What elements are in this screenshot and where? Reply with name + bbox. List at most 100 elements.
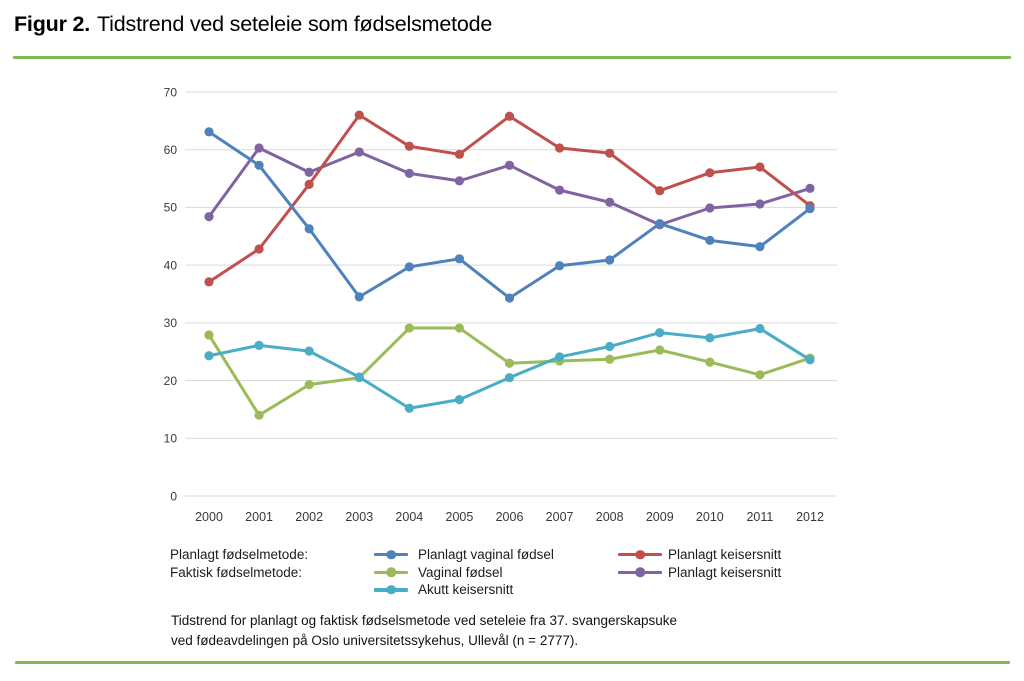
legend-item-label: Planlagt vaginal fødsel bbox=[418, 547, 554, 563]
series-marker-1 bbox=[204, 277, 214, 287]
legend-group-label-planlagt: Planlagt fødselmetode: bbox=[170, 547, 309, 562]
legend-item: Planlagt keisersnitt bbox=[618, 564, 781, 582]
series-marker-2 bbox=[454, 323, 465, 333]
series-marker-0 bbox=[204, 127, 214, 137]
figure-number-label: Figur 2. bbox=[14, 12, 91, 36]
x-tick-label: 2005 bbox=[446, 510, 474, 524]
x-tick-label: 2000 bbox=[195, 510, 223, 524]
series-marker-3 bbox=[304, 167, 314, 177]
series-marker-1 bbox=[705, 168, 715, 178]
series-marker-0 bbox=[605, 255, 615, 265]
series-marker-1 bbox=[655, 186, 665, 196]
caption-line-1: Tidstrend for planlagt og faktisk fødsel… bbox=[171, 613, 678, 628]
x-tick-label: 2001 bbox=[245, 510, 273, 524]
y-tick-label: 0 bbox=[170, 489, 177, 503]
x-tick-label: 2007 bbox=[546, 510, 574, 524]
legend-item-label: Akutt keisersnitt bbox=[418, 582, 514, 598]
legend-line-marker-icon bbox=[374, 550, 408, 560]
legend-item-label: Planlagt keisersnitt bbox=[668, 564, 782, 580]
series-marker-3 bbox=[755, 199, 765, 209]
y-tick-label: 30 bbox=[164, 316, 178, 330]
legend-dot-icon bbox=[386, 585, 396, 595]
legend-column-b: Planlagt keisersnitt Planlagt keisersnitt bbox=[618, 546, 781, 581]
legend-group-labels: Planlagt fødselmetode: Faktisk fødselmet… bbox=[170, 546, 308, 581]
series-marker-2 bbox=[755, 370, 765, 380]
series-marker-3 bbox=[404, 168, 414, 178]
y-tick-label: 70 bbox=[164, 85, 178, 99]
series-marker-4 bbox=[705, 333, 715, 343]
series-marker-3 bbox=[605, 197, 615, 207]
series-marker-3 bbox=[454, 176, 465, 186]
series-marker-4 bbox=[204, 351, 214, 361]
series-line-2 bbox=[207, 326, 812, 417]
series-marker-2 bbox=[655, 345, 665, 355]
series-marker-2 bbox=[254, 410, 264, 420]
legend-line-marker-icon bbox=[618, 567, 662, 578]
figure-title-text: Tidstrend ved seteleie som fødselsmetode bbox=[97, 12, 493, 36]
series-marker-1 bbox=[354, 110, 364, 120]
legend-column-a: Planlagt vaginal fødsel Vaginal fødsel Aku… bbox=[374, 546, 554, 599]
series-marker-4 bbox=[605, 341, 615, 352]
series-marker-4 bbox=[805, 355, 815, 365]
series-line-3 bbox=[207, 146, 812, 227]
series-marker-0 bbox=[454, 254, 465, 264]
series-marker-0 bbox=[655, 218, 665, 229]
series-marker-3 bbox=[554, 185, 565, 195]
x-tick-label: 2010 bbox=[696, 510, 724, 524]
x-tick-label: 2011 bbox=[746, 510, 773, 524]
legend-dot-icon bbox=[635, 550, 645, 560]
series-line-0 bbox=[207, 130, 812, 300]
y-tick-label: 50 bbox=[164, 201, 178, 215]
series-line-4 bbox=[207, 327, 812, 410]
series-marker-4 bbox=[755, 324, 765, 334]
series-marker-4 bbox=[304, 346, 314, 356]
series-marker-2 bbox=[504, 358, 515, 368]
title-divider-rule bbox=[13, 56, 1011, 59]
x-tick-label: 2006 bbox=[496, 510, 524, 524]
legend-item-label: Vaginal fødsel bbox=[418, 564, 503, 580]
y-tick-label: 60 bbox=[164, 143, 178, 157]
series-marker-1 bbox=[404, 141, 414, 151]
series-marker-1 bbox=[605, 148, 615, 158]
series-marker-0 bbox=[755, 242, 765, 252]
series-marker-3 bbox=[805, 183, 815, 193]
legend-item: Planlagt vaginal fødsel bbox=[374, 546, 554, 564]
series-marker-4 bbox=[504, 373, 515, 383]
legend-item: Planlagt keisersnitt bbox=[618, 546, 781, 564]
series-marker-3 bbox=[705, 203, 715, 213]
series-line-1 bbox=[207, 113, 812, 284]
series-marker-4 bbox=[454, 395, 465, 405]
series-marker-1 bbox=[755, 162, 765, 172]
legend-line-marker-icon bbox=[374, 585, 408, 595]
legend-dot-icon bbox=[635, 567, 645, 578]
series-marker-0 bbox=[805, 203, 815, 214]
series-marker-0 bbox=[254, 160, 264, 170]
series-marker-1 bbox=[554, 143, 565, 153]
series-marker-2 bbox=[204, 330, 214, 340]
legend-dot-icon bbox=[386, 567, 396, 578]
x-tick-label: 2008 bbox=[596, 510, 624, 524]
series-marker-0 bbox=[504, 293, 515, 303]
legend-item-label: Planlagt keisersnitt bbox=[668, 547, 782, 563]
series-marker-4 bbox=[404, 403, 414, 413]
legend-dot-icon bbox=[386, 550, 396, 560]
legend-item: Akutt keisersnitt bbox=[374, 581, 554, 599]
figure-caption: Tidstrend for planlagt og faktisk fødsel… bbox=[171, 611, 677, 651]
legend-line-marker-icon bbox=[618, 550, 662, 560]
series-marker-1 bbox=[254, 244, 264, 254]
series-marker-0 bbox=[304, 224, 314, 234]
series-marker-3 bbox=[504, 160, 515, 170]
x-tick-label: 2012 bbox=[796, 510, 824, 524]
series-marker-0 bbox=[705, 235, 715, 245]
y-tick-label: 40 bbox=[164, 258, 178, 272]
x-tick-label: 2002 bbox=[295, 510, 323, 524]
x-tick-label: 2003 bbox=[345, 510, 373, 524]
series-marker-3 bbox=[354, 147, 364, 157]
series-marker-2 bbox=[404, 323, 414, 333]
series-marker-4 bbox=[554, 352, 565, 362]
series-marker-2 bbox=[705, 357, 715, 367]
x-tick-label: 2004 bbox=[395, 510, 423, 524]
series-marker-3 bbox=[254, 143, 264, 153]
figure-title: Figur 2. Tidstrend ved seteleie som fødse… bbox=[14, 12, 492, 37]
